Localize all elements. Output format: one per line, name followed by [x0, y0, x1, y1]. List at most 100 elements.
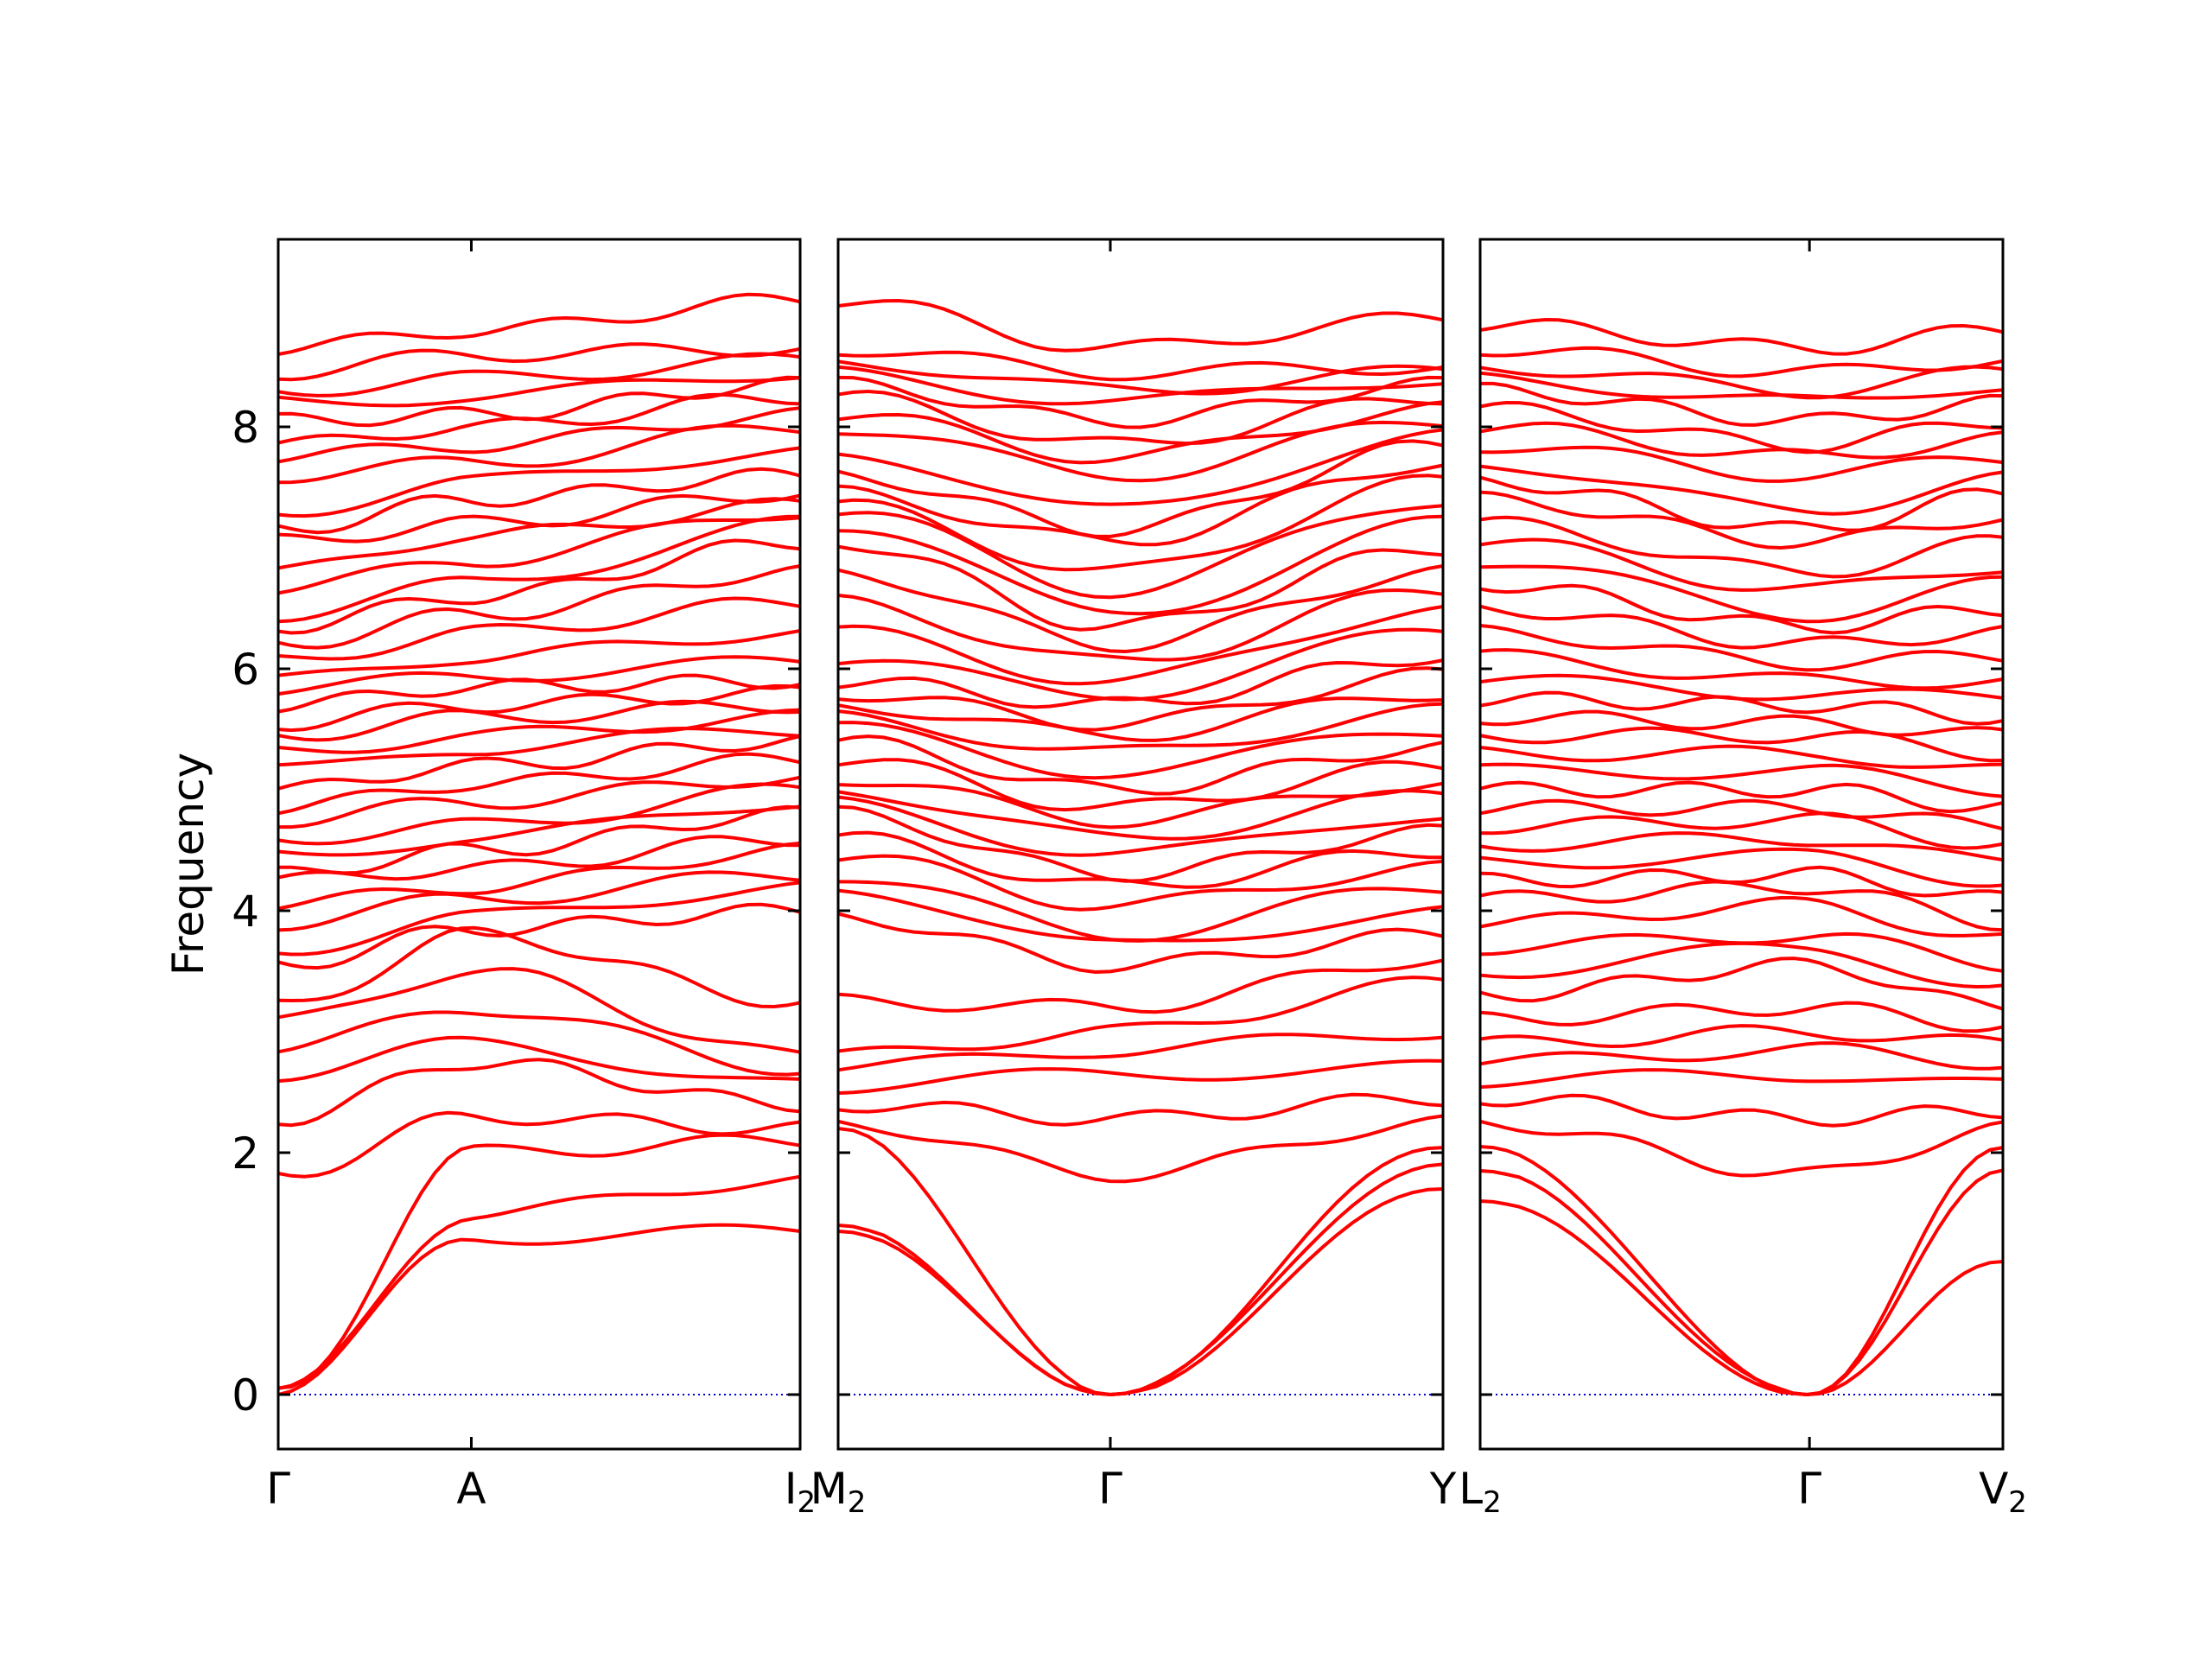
- band-line: [837, 544, 1444, 632]
- band-line: [277, 1010, 801, 1077]
- band-line: [277, 493, 801, 543]
- band-line: [1479, 648, 2004, 690]
- band-line: [277, 467, 801, 535]
- band-line: [837, 781, 1444, 830]
- band-line: [1479, 811, 2004, 850]
- panel-frame: [1478, 238, 2005, 1451]
- band-line: [1479, 1068, 2004, 1090]
- band-line: [277, 835, 801, 881]
- band-line: [277, 596, 801, 661]
- band-line: [1479, 762, 2004, 798]
- band-line: [837, 1114, 1444, 1184]
- band-line: [837, 428, 1444, 506]
- band-line: [277, 782, 801, 846]
- band-line: [1480, 381, 2004, 427]
- band-line: [837, 958, 1444, 1014]
- band-line: [837, 588, 1444, 662]
- x-tick-label: A: [456, 1464, 486, 1514]
- band-line: [1479, 583, 2004, 635]
- panel-frame: [836, 238, 1445, 1451]
- band-line: [837, 1058, 1444, 1096]
- band-line: [1479, 709, 2004, 737]
- band-line: [277, 841, 801, 911]
- band-line: [1479, 371, 2004, 400]
- band-line: [837, 1033, 1444, 1072]
- band-line: [837, 605, 1444, 686]
- band-line: [277, 1174, 801, 1390]
- band-line: [837, 627, 1444, 702]
- band-line: [277, 870, 801, 932]
- band-line: [278, 775, 801, 830]
- y-tick-label: 4: [232, 887, 259, 937]
- band-line: [837, 804, 1444, 883]
- band-line: [1479, 604, 2004, 650]
- band-line: [837, 721, 1444, 780]
- band-line: [277, 804, 801, 875]
- band-line: [277, 699, 801, 742]
- y-axis-title: Frequency: [163, 753, 213, 976]
- band-line: [837, 375, 1444, 429]
- band-line: [277, 1058, 801, 1128]
- band-line: [837, 504, 1444, 600]
- band-line: [837, 1187, 1444, 1397]
- band-line: [837, 696, 1444, 742]
- band-line: [837, 298, 1444, 353]
- band-line: [1479, 831, 2004, 862]
- y-tick-label: 0: [232, 1370, 259, 1421]
- band-line: [277, 376, 801, 408]
- band-line: [1479, 1041, 2004, 1071]
- band-line: [1479, 1024, 2004, 1049]
- x-tick-label: L2: [1459, 1464, 1502, 1520]
- band-line: [1479, 931, 2004, 973]
- band-line: [1479, 726, 2004, 763]
- band-line: [837, 1127, 1444, 1397]
- band-line: [277, 1110, 801, 1179]
- band-line: [277, 342, 801, 382]
- band-line: [1479, 780, 2004, 814]
- band-line: [837, 758, 1444, 812]
- band-line: [1479, 464, 2004, 516]
- band-line: [277, 1133, 801, 1390]
- band-line: [277, 352, 801, 397]
- x-tick-label: M2: [810, 1464, 867, 1520]
- y-tick-label: 6: [232, 645, 259, 695]
- band-line: [1479, 624, 2004, 672]
- band-line: [1479, 744, 2004, 769]
- band-line: [1479, 847, 2004, 888]
- band-line: [1479, 865, 2004, 898]
- band-line: [277, 708, 801, 754]
- band-line: [837, 474, 1444, 572]
- band-line: [1479, 515, 2004, 579]
- frames-layer: [276, 238, 2005, 1451]
- band-line: [1479, 421, 2004, 460]
- band-line: [277, 538, 801, 635]
- band-line: [277, 804, 801, 857]
- band-line: [277, 516, 801, 595]
- x-tick-label: V2: [1979, 1464, 2027, 1520]
- band-line: [837, 912, 1444, 975]
- band-line: [1479, 317, 2004, 356]
- band-line: [277, 902, 801, 970]
- band-line: [1479, 537, 2004, 592]
- band-line: [837, 365, 1444, 406]
- band-line: [1479, 1168, 2004, 1397]
- band-line: [837, 439, 1444, 538]
- band-line: [277, 655, 801, 696]
- band-line: [1479, 1199, 2004, 1397]
- band-line: [837, 702, 1444, 751]
- band-line: [837, 400, 1444, 465]
- band-line: [1479, 957, 2004, 1011]
- y-tick-label: 8: [232, 403, 259, 453]
- band-line: [277, 446, 801, 518]
- band-line: [277, 1223, 801, 1396]
- x-tick-label: Γ: [1797, 1464, 1821, 1514]
- band-line: [1479, 1001, 2004, 1033]
- bands-layer: [277, 292, 2004, 1397]
- band-line: [1479, 1119, 2004, 1178]
- band-line: [837, 789, 1444, 841]
- x-tick-label: Γ: [266, 1464, 290, 1514]
- band-line: [1479, 1145, 2004, 1397]
- band-line: [837, 880, 1444, 943]
